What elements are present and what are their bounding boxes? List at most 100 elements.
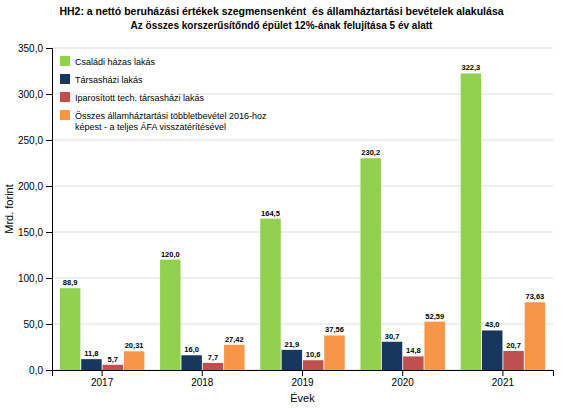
data-label: 30,7 (385, 332, 400, 341)
legend-label: Iparosított tech. társasházi lakás (75, 93, 205, 103)
bar-series (124, 302, 545, 370)
x-axis-title: Évek (290, 392, 315, 404)
x-tick-mark (302, 370, 303, 376)
x-tick-label: 2021 (492, 377, 515, 388)
bar (224, 345, 244, 370)
data-label: 16,0 (184, 345, 199, 354)
data-label: 120,0 (161, 250, 180, 259)
x-axis: 2017 2018 2019 2020 2021 (53, 370, 554, 388)
y-tick: 50,0 (24, 319, 52, 330)
data-label: 73,63 (526, 292, 545, 301)
y-tick-label: 300,0 (18, 89, 43, 100)
y-tick-mark (46, 278, 52, 279)
x-tick-label: 2020 (392, 377, 415, 388)
bar (503, 351, 523, 370)
y-tick-label: 100,0 (18, 273, 43, 284)
y-tick-mark (46, 370, 52, 371)
bar (525, 302, 545, 370)
x-tick-label: 2019 (291, 377, 314, 388)
bar (303, 360, 323, 370)
bar (461, 73, 481, 370)
y-axis: 0,0 50,0 100,0 150,0 200,0 250,0 300,0 350,0 (18, 43, 53, 376)
x-tick-mark (502, 370, 503, 376)
y-tick-label: 50,0 (24, 319, 44, 330)
grid-line (52, 48, 553, 49)
data-label: 10,6 (306, 350, 321, 359)
y-tick-mark (46, 48, 52, 49)
y-tick-label: 350,0 (18, 43, 43, 54)
data-label: 11,8 (84, 349, 98, 358)
legend-entry: Társasházi lakás (60, 74, 143, 85)
y-axis-line (46, 49, 53, 371)
x-tick: 2018 (191, 370, 214, 388)
y-tick-mark (46, 232, 52, 233)
x-tick-label: 2017 (91, 377, 114, 388)
y-tick-label: 250,0 (18, 135, 43, 146)
bar (382, 342, 402, 370)
x-axis-line (53, 371, 554, 377)
bar-series (60, 73, 481, 370)
legend-entry: Családi házas lakás (60, 56, 156, 67)
data-label: 88,9 (63, 278, 78, 287)
data-label: 52,59 (425, 312, 444, 321)
x-tick: 2021 (492, 370, 515, 388)
bar (203, 363, 223, 370)
data-label: 7,7 (208, 353, 218, 362)
bar (60, 288, 80, 370)
x-tick: 2017 (91, 370, 114, 388)
bar (124, 351, 144, 370)
bar (181, 355, 201, 370)
data-label: 164,5 (261, 209, 280, 218)
x-tick-mark (402, 370, 403, 376)
legend-label: Családi házas lakás (75, 57, 156, 67)
y-tick-label: 200,0 (18, 181, 43, 192)
y-tick: 0,0 (29, 365, 52, 376)
bar (424, 322, 444, 370)
chart-svg: HH2: a nettó beruházási értékek szegmens… (0, 0, 563, 408)
bar-series (103, 351, 524, 370)
bars (60, 73, 545, 370)
bar (360, 158, 380, 370)
legend-swatch (60, 74, 70, 84)
y-tick-label: 150,0 (18, 227, 43, 238)
bar (282, 350, 302, 370)
y-tick: 100,0 (18, 273, 52, 284)
data-labels: 88,9120,0164,5230,2322,311,816,021,930,7… (63, 63, 544, 363)
plot-area: 0,0 50,0 100,0 150,0 200,0 250,0 300,0 350,0 201… (18, 43, 554, 388)
y-tick: 250,0 (18, 135, 52, 146)
data-label: 14,8 (406, 346, 421, 355)
chart-container: HH2: a nettó beruházási értékek szegmens… (0, 0, 563, 408)
legend-label: Összes államháztartási többletbevétel 20… (75, 111, 267, 132)
bar (103, 365, 123, 370)
bar (260, 219, 280, 370)
y-tick: 350,0 (18, 43, 52, 54)
y-axis-title: Mrd. forint (3, 184, 15, 234)
x-tick-mark (102, 370, 103, 376)
y-tick: 200,0 (18, 181, 52, 192)
y-tick: 300,0 (18, 89, 52, 100)
data-label: 37,56 (325, 325, 344, 334)
legend-swatch (60, 110, 70, 120)
data-label: 43,0 (485, 320, 500, 329)
bar (160, 260, 180, 370)
grid (52, 48, 553, 370)
legend-label: Társasházi lakás (75, 75, 143, 85)
data-label: 21,9 (285, 340, 300, 349)
data-label: 20,31 (125, 341, 144, 350)
y-tick-mark (46, 94, 52, 95)
bar (81, 359, 101, 370)
bar (482, 330, 502, 370)
data-label: 230,2 (361, 148, 380, 157)
bar (403, 356, 423, 370)
bar (324, 335, 344, 370)
x-tick: 2020 (392, 370, 415, 388)
x-tick: 2019 (291, 370, 314, 388)
legend: Családi házas lakás Társasházi lakás Iparo… (60, 56, 267, 132)
x-tick-label: 2018 (191, 377, 214, 388)
legend-swatch (60, 56, 70, 66)
chart-title: HH2: a nettó beruházási értékek szegmens… (59, 5, 503, 17)
y-tick-mark (46, 186, 52, 187)
legend-swatch (60, 92, 70, 102)
data-label: 27,42 (225, 335, 244, 344)
y-tick-mark (46, 324, 52, 325)
